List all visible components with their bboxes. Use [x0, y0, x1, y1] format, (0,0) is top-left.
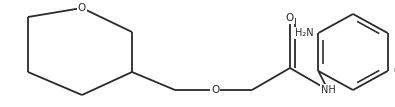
Text: NH: NH [321, 85, 335, 95]
Text: O: O [211, 85, 219, 95]
Text: O: O [286, 13, 294, 23]
Text: Cl: Cl [394, 66, 395, 76]
Text: O: O [78, 3, 86, 13]
Text: H₂N: H₂N [295, 28, 313, 38]
